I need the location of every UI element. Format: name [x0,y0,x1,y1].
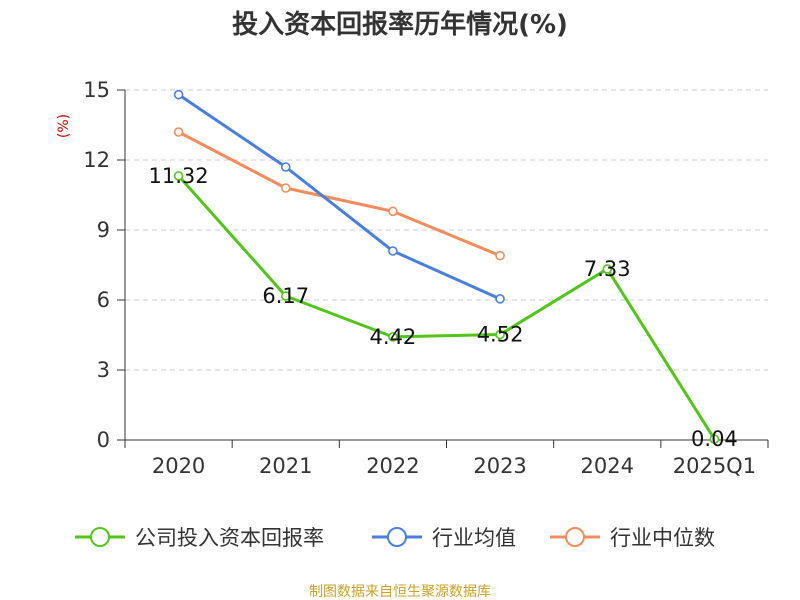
data-point[interactable] [280,183,291,193]
legend-item[interactable]: 行业中位数 [550,526,715,550]
data-label: 0.04 [691,427,738,451]
source-note: 制图数据来自恒生聚源数据库 [309,584,491,600]
data-labels: 11.32 6.17 4.42 4.52 7.33 0.04 [149,164,738,451]
data-point[interactable] [495,294,505,304]
legend[interactable]: 公司投入资本回报率 行业均值 行业中位数 [75,526,715,550]
data-point[interactable] [173,171,184,181]
data-label: 7.33 [584,257,631,281]
data-label: 6.17 [262,284,309,308]
data-point[interactable] [173,89,184,100]
x-tick-label: 2025Q1 [673,454,756,478]
data-point[interactable] [388,206,398,217]
y-tick-label: 6 [97,288,110,312]
series-layer [173,89,720,444]
legend-label: 行业中位数 [610,526,715,550]
x-tick-label: 2022 [366,454,419,478]
data-point[interactable] [388,246,398,256]
series-line [177,174,716,440]
data-point[interactable] [495,329,505,340]
data-point[interactable] [280,291,291,301]
legend-label: 行业均值 [432,526,516,550]
legend-item[interactable]: 公司投入资本回报率 [75,526,324,550]
legend-item[interactable]: 行业均值 [372,526,516,550]
data-label: 4.42 [370,325,417,349]
data-point[interactable] [495,250,505,261]
legend-swatch-marker [565,527,585,547]
x-tick-label: 2021 [259,454,312,478]
data-point[interactable] [280,162,291,172]
data-point[interactable] [709,434,720,444]
legend-swatch-marker [387,527,407,547]
chart-title: 投入资本回报率历年情况(%) [232,9,568,40]
data-point[interactable] [173,127,184,137]
data-point[interactable] [388,332,398,342]
y-tick-label: 0 [97,428,110,452]
legend-label: 公司投入资本回报率 [135,526,324,550]
y-axis-label: (%) [56,114,72,138]
series-line [177,93,501,301]
y-tick-label: 3 [97,358,110,382]
data-label: 11.32 [149,164,209,188]
legend-swatch-marker [90,527,110,547]
data-label: 4.52 [477,323,524,347]
y-tick-label: 15 [83,78,110,102]
series-line [177,130,501,258]
y-tick-label: 9 [97,218,110,242]
x-tick-label: 2024 [581,454,634,478]
x-tick-label: 2023 [473,454,526,478]
x-tick-label: 2020 [152,454,205,478]
y-tick-label: 12 [83,148,110,172]
data-point[interactable] [602,264,613,274]
axes: 0 3 6 9 12 15 2020 2021 2022 2023 2024 2025Q1 [83,78,769,478]
gridlines [125,89,768,371]
